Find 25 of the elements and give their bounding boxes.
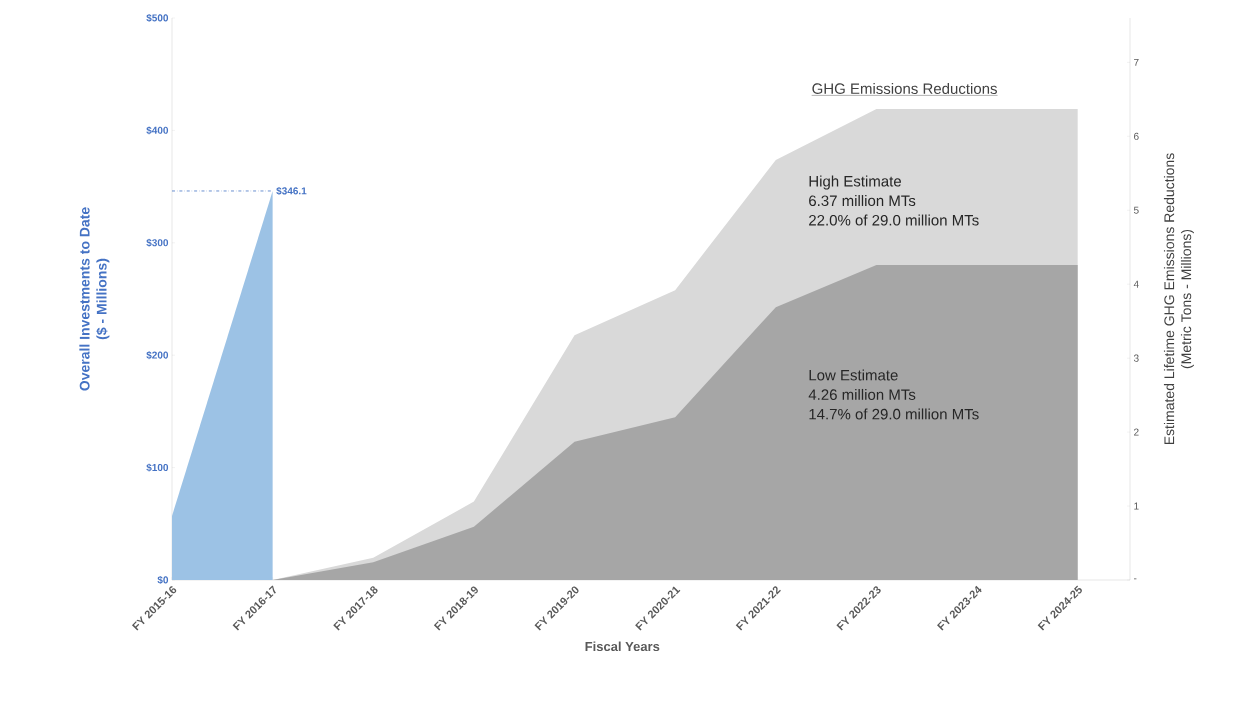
y2-tick-label: 5 [1133, 206, 1139, 214]
y2-tick-label: 2 [1134, 428, 1139, 436]
y-tick-label: $0 [157, 575, 169, 585]
y2-tick-label: 7 [1134, 58, 1139, 66]
y-tick-label: $300 [146, 238, 169, 247]
y-tick-label: $500 [146, 13, 169, 23]
y2-axis-title: Estimated Lifetime GHG Emissions Reductions (Metric Tons - Millions) [1163, 153, 1194, 445]
y-axis-title: Overall Investments to Date ($ - Millions) [79, 207, 110, 391]
annotation: 14.7% of 29.0 million MTs [809, 408, 979, 420]
y-tick-label: $200 [146, 351, 169, 360]
y2-tick-label: 3 [1133, 354, 1139, 362]
y-tick-label: $400 [146, 126, 169, 135]
y2-tick-label: 4 [1133, 280, 1139, 288]
y2-tick-label: - [1133, 578, 1137, 580]
y2-tick-label: 6 [1134, 132, 1139, 140]
x-axis-title: Fiscal Years [585, 641, 660, 652]
series-label: High Estimate [809, 175, 901, 190]
y-tick-label: $100 [146, 463, 169, 472]
annotation: $346.1 [276, 186, 307, 196]
annotation: 22.0% of 29.0 million MTs [809, 214, 979, 226]
annotation: 4.26 million MTs [808, 388, 916, 400]
y2-tick-label: 1 [1134, 502, 1139, 510]
series-label: Low Estimate [809, 369, 898, 381]
annotation: 6.37 million MTs [809, 195, 916, 207]
annotation: GHG Emissions Reductions [812, 82, 997, 94]
